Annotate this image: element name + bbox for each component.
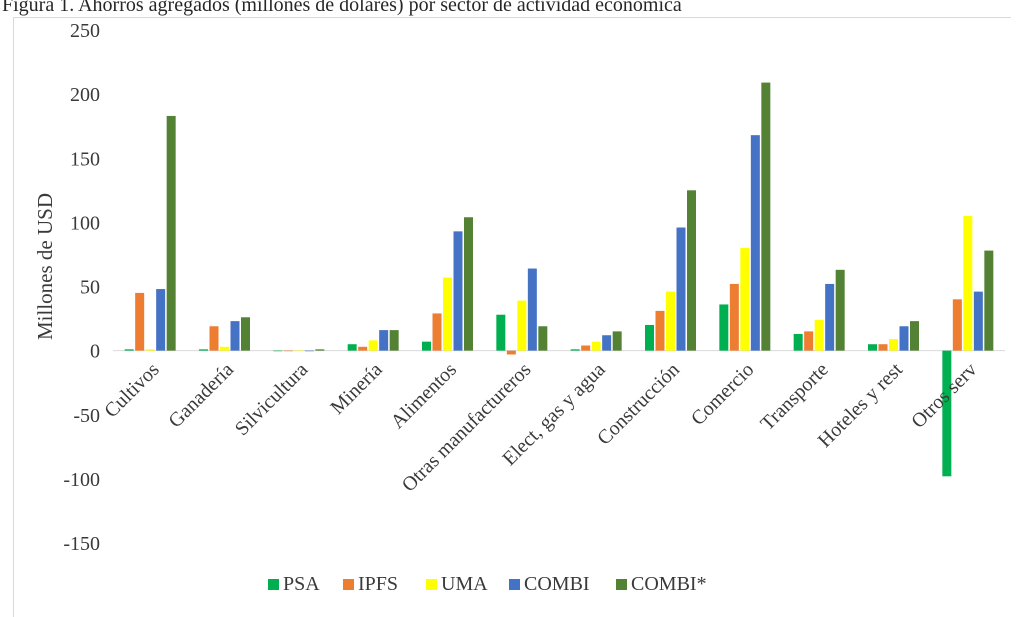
bar-uma	[443, 277, 452, 351]
bar-psa	[645, 324, 654, 351]
bar-combi-star	[612, 331, 622, 351]
legend-label: COMBI*	[631, 573, 707, 595]
legend-label: PSA	[283, 573, 320, 595]
bar-ipfs	[655, 310, 665, 351]
category-label: Comercio	[687, 359, 758, 430]
bar-ipfs	[283, 350, 293, 352]
bar-combi-star	[538, 326, 548, 351]
y-tick-label: 50	[80, 277, 100, 299]
bar-combi	[156, 289, 166, 351]
legend-swatch	[268, 579, 279, 590]
bar-combi-star	[761, 82, 771, 351]
bar-psa	[422, 341, 431, 351]
bar-ipfs	[358, 346, 368, 351]
bar-ipfs	[729, 283, 739, 351]
y-tick-label: -100	[63, 469, 100, 491]
bar-combi	[676, 227, 686, 351]
bar-uma	[889, 339, 898, 351]
bar-ipfs	[506, 350, 516, 355]
bar-combi	[602, 335, 612, 351]
category-label: Alimentos	[387, 358, 462, 433]
bar-combi-star	[464, 217, 473, 351]
bar-ipfs	[209, 326, 219, 351]
bar-ipfs	[878, 344, 888, 351]
bar-ipfs	[581, 345, 591, 351]
y-axis-ticks: 250 200 150 100 50 0 -50 -100 -150	[63, 20, 100, 555]
bar-combi-star	[687, 190, 696, 351]
y-tick-label: -150	[63, 533, 100, 555]
legend-label: COMBI	[524, 573, 590, 595]
legend-swatch	[509, 579, 520, 590]
category-label: Minería	[326, 359, 386, 419]
bar-uma	[294, 350, 304, 352]
category-label: Ganadería	[164, 359, 238, 433]
legend-label: UMA	[441, 573, 488, 595]
bar-uma	[220, 346, 229, 351]
bar-combi	[750, 135, 760, 351]
y-tick-label: 200	[70, 84, 100, 106]
bar-combi-star	[835, 269, 845, 351]
bar-psa	[347, 344, 357, 351]
bar-uma	[368, 340, 378, 351]
bar-combi-star	[910, 321, 919, 351]
bar-ipfs	[432, 313, 442, 351]
y-tick-label: 250	[70, 20, 100, 42]
legend-label: IPFS	[358, 573, 398, 595]
bar-combi-star	[166, 115, 176, 351]
bar-combi	[453, 231, 463, 351]
category-label: Cultivos	[100, 358, 164, 422]
category-label: Silvicultura	[231, 359, 313, 441]
legend: PSA IPFS UMA COMBI COMBI*	[268, 573, 707, 595]
bar-uma	[666, 291, 675, 351]
bar-psa	[868, 344, 877, 351]
bar-psa	[570, 349, 580, 351]
bar-uma	[963, 215, 973, 351]
bar-ipfs	[135, 292, 145, 351]
y-tick-label: -50	[73, 405, 100, 427]
legend-swatch	[426, 579, 437, 590]
y-axis-title: Millones de USD	[33, 193, 57, 340]
bar-uma	[517, 300, 527, 351]
chart-frame	[13, 17, 1011, 617]
bar-combi	[304, 350, 314, 352]
bar-uma	[814, 319, 824, 351]
category-label: Otras manufactureros	[398, 358, 536, 496]
bar-uma	[145, 349, 155, 351]
bar-psa	[793, 333, 803, 351]
bar-combi	[230, 321, 240, 351]
bar-ipfs	[804, 331, 814, 351]
bar-uma	[740, 248, 750, 351]
bar-combi	[379, 330, 389, 351]
legend-swatch	[616, 579, 627, 590]
legend-swatch	[343, 579, 354, 590]
y-tick-label: 0	[90, 341, 100, 363]
figure-caption: Figura 1. Ahorros agregados (millones de…	[2, 0, 682, 16]
bar-combi-star	[315, 349, 325, 351]
bar-combi	[527, 268, 537, 351]
bar-ipfs	[952, 299, 962, 351]
bar-psa	[273, 350, 283, 352]
bars	[124, 82, 994, 477]
bar-psa	[719, 304, 729, 351]
bar-psa	[199, 349, 208, 351]
bar-psa	[942, 350, 952, 477]
bar-psa	[124, 349, 134, 351]
bar-combi-star	[984, 250, 994, 351]
bar-combi-star	[241, 317, 250, 351]
bar-combi	[973, 291, 983, 351]
y-tick-label: 150	[70, 148, 100, 170]
bar-combi-star	[389, 330, 399, 351]
bar-uma	[591, 341, 601, 351]
bar-combi	[825, 283, 835, 351]
y-tick-label: 100	[70, 212, 100, 234]
bar-psa	[496, 314, 506, 351]
bar-combi	[899, 326, 909, 351]
category-label: Transporte	[756, 359, 832, 435]
